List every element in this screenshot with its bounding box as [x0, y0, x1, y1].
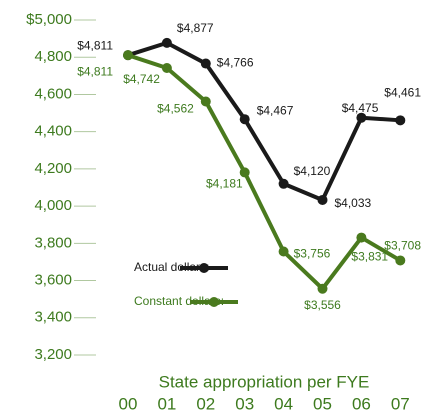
data-label: $3,831 — [351, 250, 388, 264]
data-point — [200, 58, 211, 69]
data-point — [239, 114, 250, 125]
legend-marker — [199, 263, 209, 273]
legend-marker — [209, 297, 219, 307]
y-tick-label: 3,400 — [34, 309, 72, 326]
data-label: $4,742 — [123, 72, 160, 86]
data-point — [395, 255, 406, 266]
x-tick-label: 01 — [157, 394, 176, 413]
data-label: $4,811 — [77, 64, 113, 78]
y-tick-label: 3,800 — [34, 234, 72, 251]
data-label: $4,562 — [157, 102, 194, 116]
data-point — [200, 96, 211, 107]
data-point — [356, 112, 367, 123]
y-tick-label: 4,200 — [34, 160, 72, 177]
x-tick-label: 07 — [391, 394, 410, 413]
data-point — [278, 178, 289, 189]
data-label: $4,811 — [77, 38, 113, 52]
series-line — [127, 53, 402, 291]
data-label: $4,467 — [257, 103, 294, 117]
data-point — [123, 50, 133, 61]
data-point — [161, 63, 172, 74]
x-tick-label: 03 — [235, 394, 254, 413]
data-label: $4,461 — [384, 85, 421, 99]
x-tick-label: 06 — [352, 394, 371, 413]
data-label: $4,120 — [294, 164, 331, 178]
data-point — [317, 194, 328, 205]
data-point — [239, 167, 250, 178]
data-point — [278, 246, 289, 257]
data-point — [161, 37, 172, 48]
y-tick-label: 4,600 — [34, 85, 72, 102]
x-axis-label: State appropriation per FYE — [159, 372, 370, 391]
data-point — [356, 232, 367, 243]
y-tick-label: $5,000 — [26, 11, 72, 28]
y-tick-label: 3,600 — [34, 272, 72, 289]
data-point — [317, 283, 328, 294]
data-label: $4,766 — [217, 56, 254, 70]
data-label: $3,756 — [294, 247, 331, 261]
data-point — [395, 115, 406, 126]
series-line — [127, 40, 401, 202]
x-tick-label: 04 — [274, 394, 293, 413]
data-label: $4,033 — [335, 196, 372, 210]
y-tick-label: 4,400 — [34, 123, 72, 140]
data-label: $4,475 — [342, 101, 379, 115]
data-label: $3,708 — [384, 239, 421, 253]
data-label: $3,556 — [304, 298, 341, 312]
x-tick-label: 02 — [196, 394, 215, 413]
y-tick-label: 4,000 — [34, 197, 72, 214]
y-tick-label: 3,200 — [34, 346, 72, 363]
x-tick-label: 00 — [119, 394, 138, 413]
legend-label: Actual dollars: — [134, 260, 209, 274]
data-label: $4,181 — [206, 177, 243, 191]
legend-label: Constant dollars: — [134, 294, 224, 308]
y-tick-label: 4,800 — [34, 48, 72, 65]
data-label: $4,877 — [177, 21, 214, 35]
x-tick-label: 05 — [313, 394, 332, 413]
